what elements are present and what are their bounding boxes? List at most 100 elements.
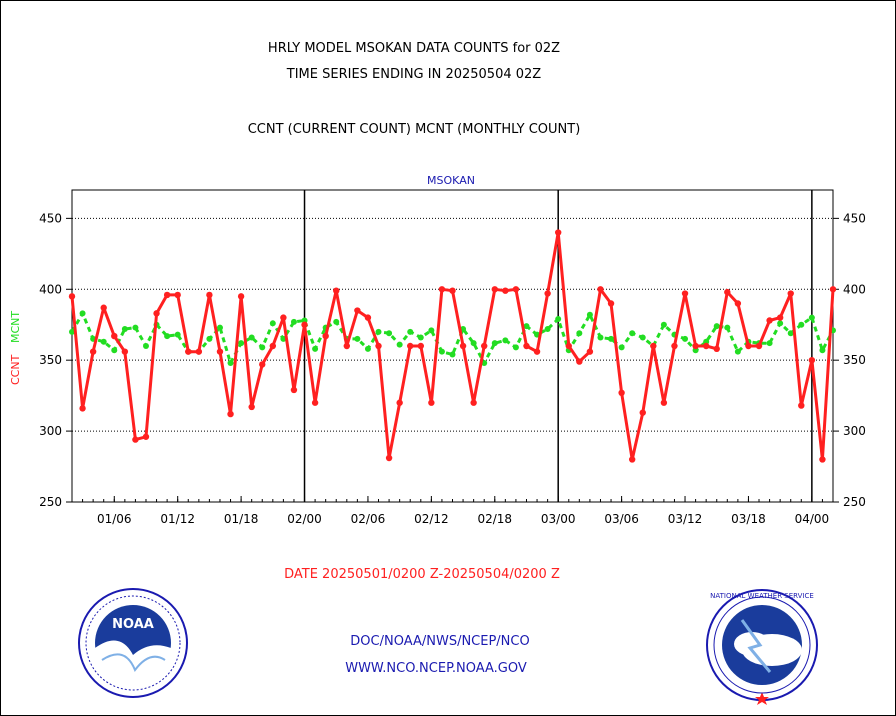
data-point-ccnt	[702, 342, 710, 350]
data-point-mcnt	[354, 335, 361, 342]
data-point-mcnt	[364, 345, 371, 352]
data-point-ccnt	[333, 287, 340, 294]
data-point-ccnt	[121, 348, 129, 355]
data-point-mcnt	[216, 324, 223, 331]
data-point-ccnt	[671, 342, 678, 350]
data-point-ccnt	[724, 288, 731, 296]
data-point-ccnt	[734, 300, 742, 307]
data-point-mcnt	[523, 323, 530, 330]
x-tick-label: 02/06	[351, 512, 386, 526]
data-point-ccnt	[745, 342, 752, 350]
data-point-ccnt	[174, 291, 181, 299]
data-point-ccnt	[185, 348, 192, 355]
data-point-mcnt	[787, 330, 794, 337]
data-point-ccnt	[248, 403, 255, 411]
data-point-ccnt	[787, 290, 794, 297]
data-point-ccnt	[755, 342, 763, 350]
data-point-mcnt	[290, 318, 297, 325]
y-tick-label-right: 350	[843, 353, 866, 367]
data-point-ccnt	[618, 389, 625, 396]
data-point-ccnt	[692, 342, 699, 350]
data-point-ccnt	[565, 342, 572, 350]
x-tick-label: 01/06	[97, 512, 132, 526]
y-tick-label-left: 400	[39, 282, 62, 296]
data-point-ccnt	[89, 348, 97, 355]
data-point-mcnt	[259, 344, 266, 351]
chart-title-line3: CCNT (CURRENT COUNT) MCNT (MONTHLY COUNT…	[248, 122, 581, 137]
data-point-ccnt	[396, 399, 403, 406]
data-point-ccnt	[195, 348, 203, 355]
y-tick-label-left: 450	[39, 211, 62, 225]
data-point-ccnt	[428, 399, 435, 406]
data-point-ccnt	[417, 342, 424, 350]
data-point-ccnt	[808, 356, 816, 364]
data-point-ccnt	[375, 342, 382, 350]
data-point-ccnt	[343, 342, 351, 350]
x-tick-label: 03/12	[668, 512, 703, 526]
data-point-mcnt	[238, 340, 245, 347]
noaa-logo: NOAA	[78, 588, 188, 698]
website-link[interactable]: WWW.NCO.NCEP.NOAA.GOV	[345, 661, 527, 676]
data-point-ccnt	[650, 342, 657, 350]
data-point-ccnt	[280, 314, 287, 321]
data-point-mcnt	[269, 320, 276, 327]
data-point-ccnt	[660, 399, 668, 406]
data-point-mcnt	[639, 334, 646, 341]
data-point-mcnt	[312, 345, 319, 352]
x-tick-label: 02/00	[287, 512, 322, 526]
data-point-ccnt	[449, 287, 456, 294]
data-point-mcnt	[248, 334, 255, 341]
data-point-ccnt	[470, 399, 477, 406]
data-point-ccnt	[512, 286, 520, 293]
data-point-ccnt	[206, 291, 213, 299]
data-point-mcnt	[682, 335, 689, 342]
data-point-mcnt	[629, 330, 636, 337]
data-point-ccnt	[111, 332, 118, 340]
data-point-mcnt	[544, 325, 551, 332]
org-label: DOC/NOAA/NWS/NCEP/NCO	[350, 634, 529, 649]
data-point-ccnt	[481, 342, 488, 350]
x-tick-label: 04/00	[795, 512, 830, 526]
x-tick-label: 03/00	[541, 512, 576, 526]
data-point-ccnt	[259, 361, 266, 368]
data-point-ccnt	[533, 348, 541, 355]
data-point-ccnt	[142, 433, 150, 440]
data-point-ccnt	[491, 286, 498, 293]
data-point-ccnt	[290, 386, 298, 394]
chart-title-line2: TIME SERIES ENDING IN 20250504 02Z	[286, 67, 542, 82]
y-axis-label-ccnt: CCNT	[9, 354, 22, 385]
nws-logo: NATIONAL WEATHER SERVICE	[706, 589, 818, 705]
data-point-mcnt	[227, 360, 234, 367]
data-point-ccnt	[829, 286, 837, 293]
data-point-ccnt	[354, 307, 361, 314]
data-point-mcnt	[555, 316, 562, 323]
data-point-mcnt	[819, 347, 826, 354]
data-point-ccnt	[713, 345, 720, 353]
data-point-mcnt	[449, 351, 456, 358]
x-tick-label: 03/06	[604, 512, 639, 526]
data-point-mcnt	[713, 323, 720, 330]
date-range-label: DATE 20250501/0200 Z-20250504/0200 Z	[284, 567, 560, 582]
data-point-ccnt	[322, 332, 329, 340]
data-point-ccnt	[227, 410, 234, 418]
data-point-mcnt	[438, 348, 445, 355]
series-line-ccnt	[70, 231, 835, 461]
data-point-ccnt	[385, 454, 393, 462]
data-point-mcnt	[375, 328, 382, 335]
data-point-ccnt	[554, 229, 562, 236]
data-point-mcnt	[576, 330, 583, 337]
y-tick-label-left: 250	[39, 495, 62, 509]
data-point-mcnt	[766, 340, 773, 347]
data-point-mcnt	[386, 330, 393, 337]
data-point-ccnt	[597, 286, 604, 293]
y-axis-label-mcnt: MCNT	[9, 311, 22, 343]
x-tick-label: 01/18	[224, 512, 259, 526]
x-tick-label: 02/12	[414, 512, 449, 526]
data-point-ccnt	[438, 286, 446, 293]
data-point-mcnt	[79, 310, 86, 317]
data-point-ccnt	[586, 348, 594, 355]
data-point-ccnt	[301, 321, 308, 328]
data-point-mcnt	[597, 334, 604, 341]
data-point-ccnt	[766, 317, 773, 324]
